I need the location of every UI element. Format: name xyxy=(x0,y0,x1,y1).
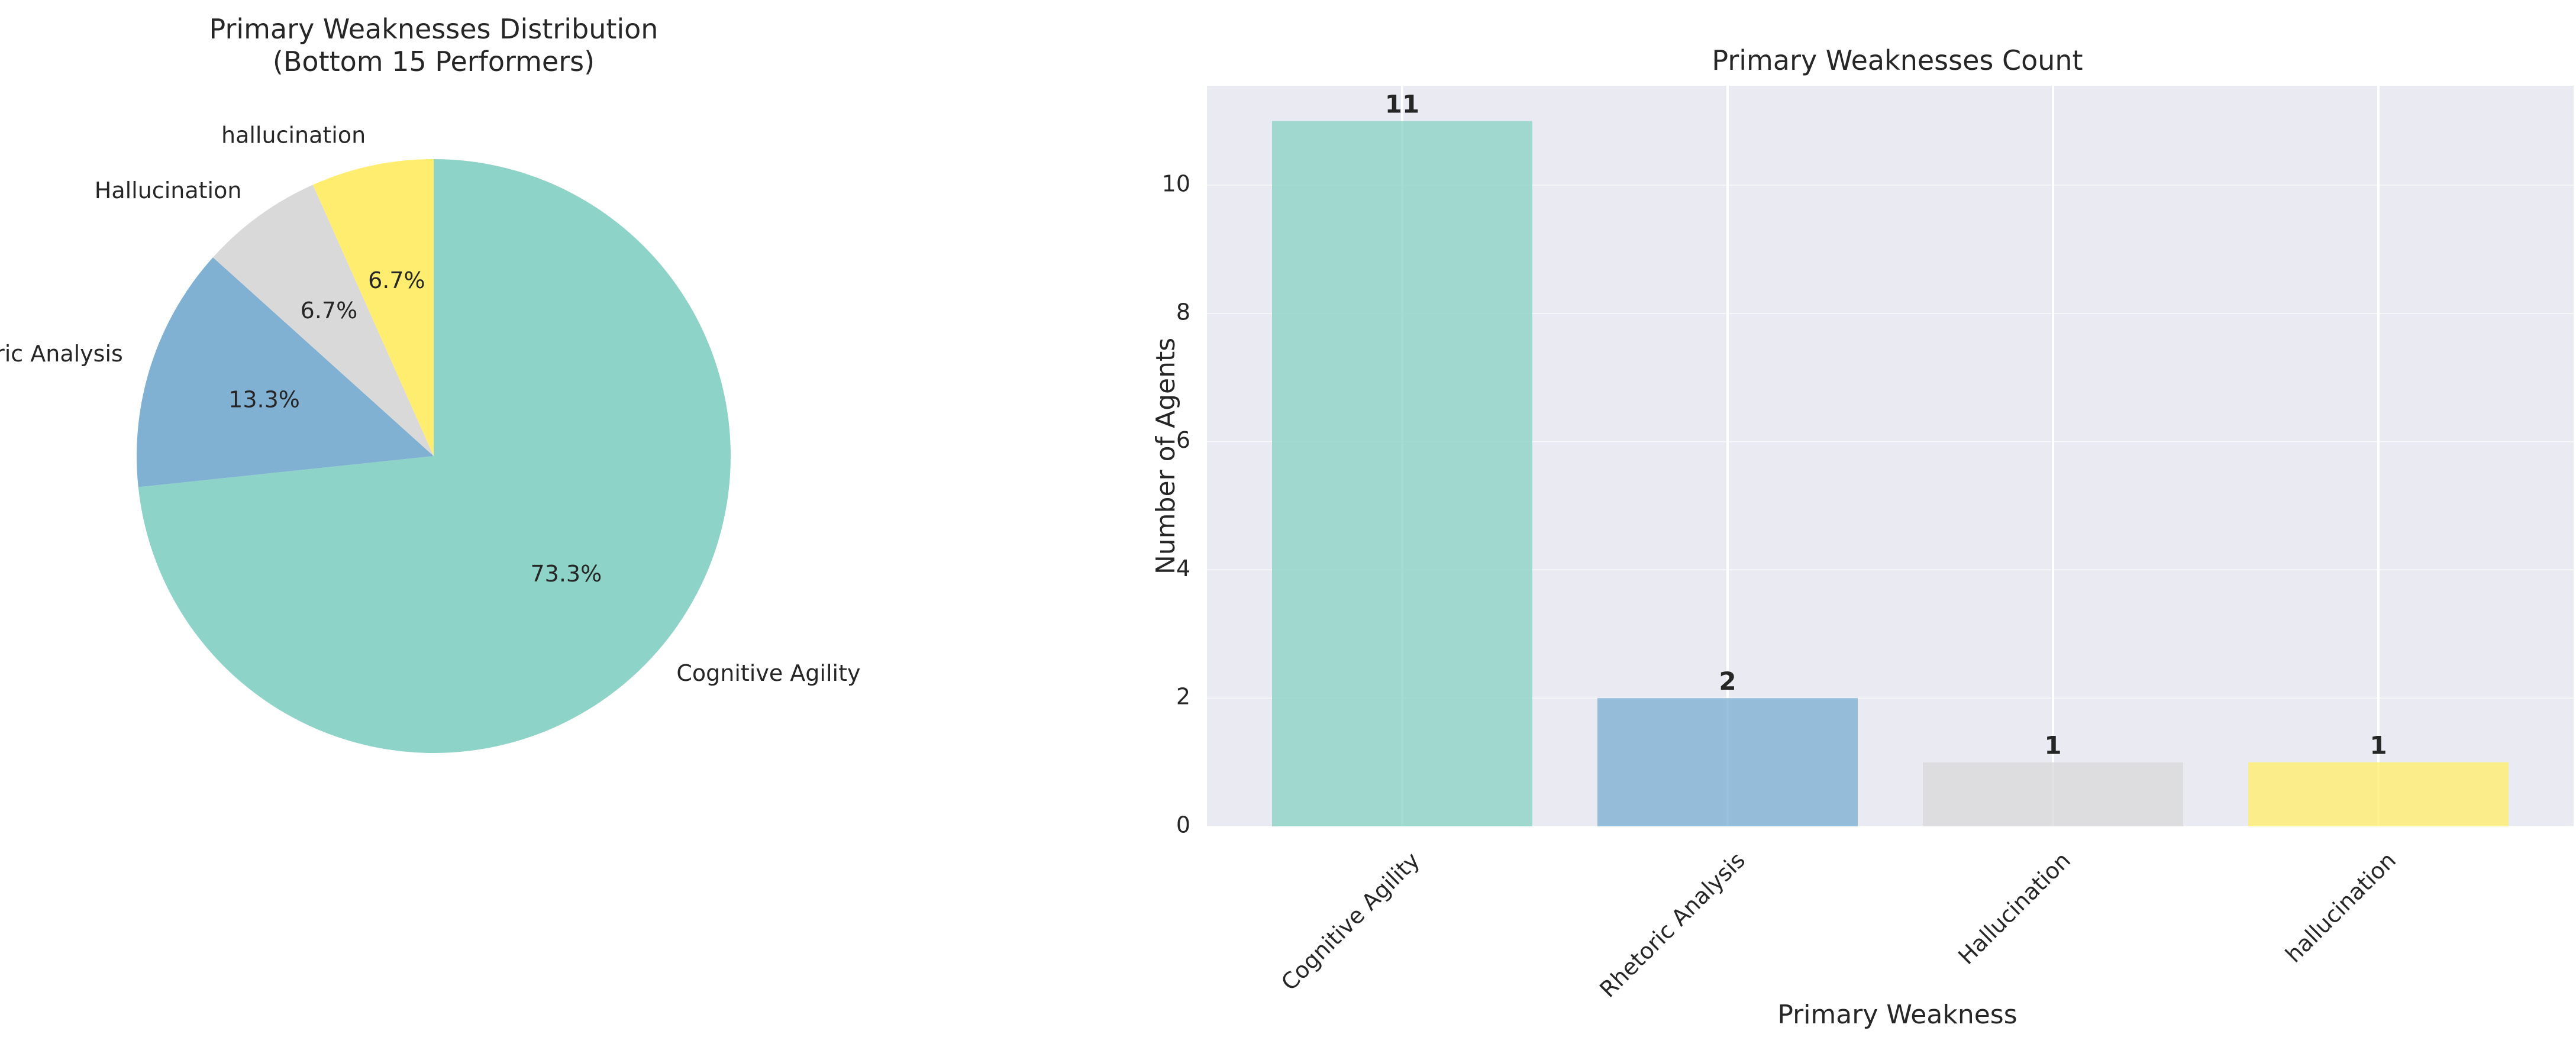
pie-pct-label-2: 6.7% xyxy=(301,298,358,324)
y-tick-label-3: 6 xyxy=(1176,427,1190,453)
y-tick-label-0: 0 xyxy=(1176,812,1190,838)
y-tick-label-1: 2 xyxy=(1176,684,1190,710)
pie-slice-hallucination-3 xyxy=(312,159,434,456)
bar-hallucination-3 xyxy=(2248,762,2509,826)
pie-label-2: Hallucination xyxy=(95,177,242,203)
y-tick-label-2: 4 xyxy=(1176,555,1190,581)
bar-cognitive-agility-0 xyxy=(1272,121,1532,827)
bar-value-label-2: 1 xyxy=(2044,731,2061,760)
x-tick-label-1: Rhetoric Analysis xyxy=(1594,847,1750,1003)
pie-title-line-1: Primary Weaknesses Distribution xyxy=(209,13,658,45)
pie-slice-rhetoric-analysis-1 xyxy=(137,257,434,487)
bar-value-label-1: 2 xyxy=(1719,667,1736,696)
bar-rhetoric-analysis-1 xyxy=(1597,698,1858,826)
pie-title-line-2: (Bottom 15 Performers) xyxy=(273,46,595,77)
bar-title: Primary Weaknesses Count xyxy=(1712,44,2083,76)
pie-pct-label-1: 13.3% xyxy=(228,386,300,412)
y-tick-label-5: 10 xyxy=(1162,171,1190,197)
pie-pct-label-3: 6.7% xyxy=(368,267,425,293)
y-tick-label-4: 8 xyxy=(1176,299,1190,325)
x-tick-label-2: Hallucination xyxy=(1953,847,2075,970)
x-axis-label: Primary Weakness xyxy=(1777,1000,2017,1030)
bar-value-label-0: 11 xyxy=(1385,90,1419,119)
x-tick-label-3: hallucination xyxy=(2280,847,2401,968)
pie-label-1: Rhetoric Analysis xyxy=(0,341,123,367)
pie-slice-cognitive-agility-0 xyxy=(138,159,731,753)
pie-slice-hallucination-2 xyxy=(212,185,434,456)
x-tick-label-0: Cognitive Agility xyxy=(1276,847,1425,996)
pie-pct-label-0: 73.3% xyxy=(530,561,602,587)
pie-label-0: Cognitive Agility xyxy=(676,660,860,686)
y-axis-label: Number of Agents xyxy=(1151,338,1181,574)
bar-value-label-3: 1 xyxy=(2370,731,2387,760)
bar-hallucination-2 xyxy=(1923,762,2183,826)
pie-chart: Primary Weaknesses Distribution (Bottom … xyxy=(0,13,860,753)
pie-label-3: hallucination xyxy=(221,122,366,148)
